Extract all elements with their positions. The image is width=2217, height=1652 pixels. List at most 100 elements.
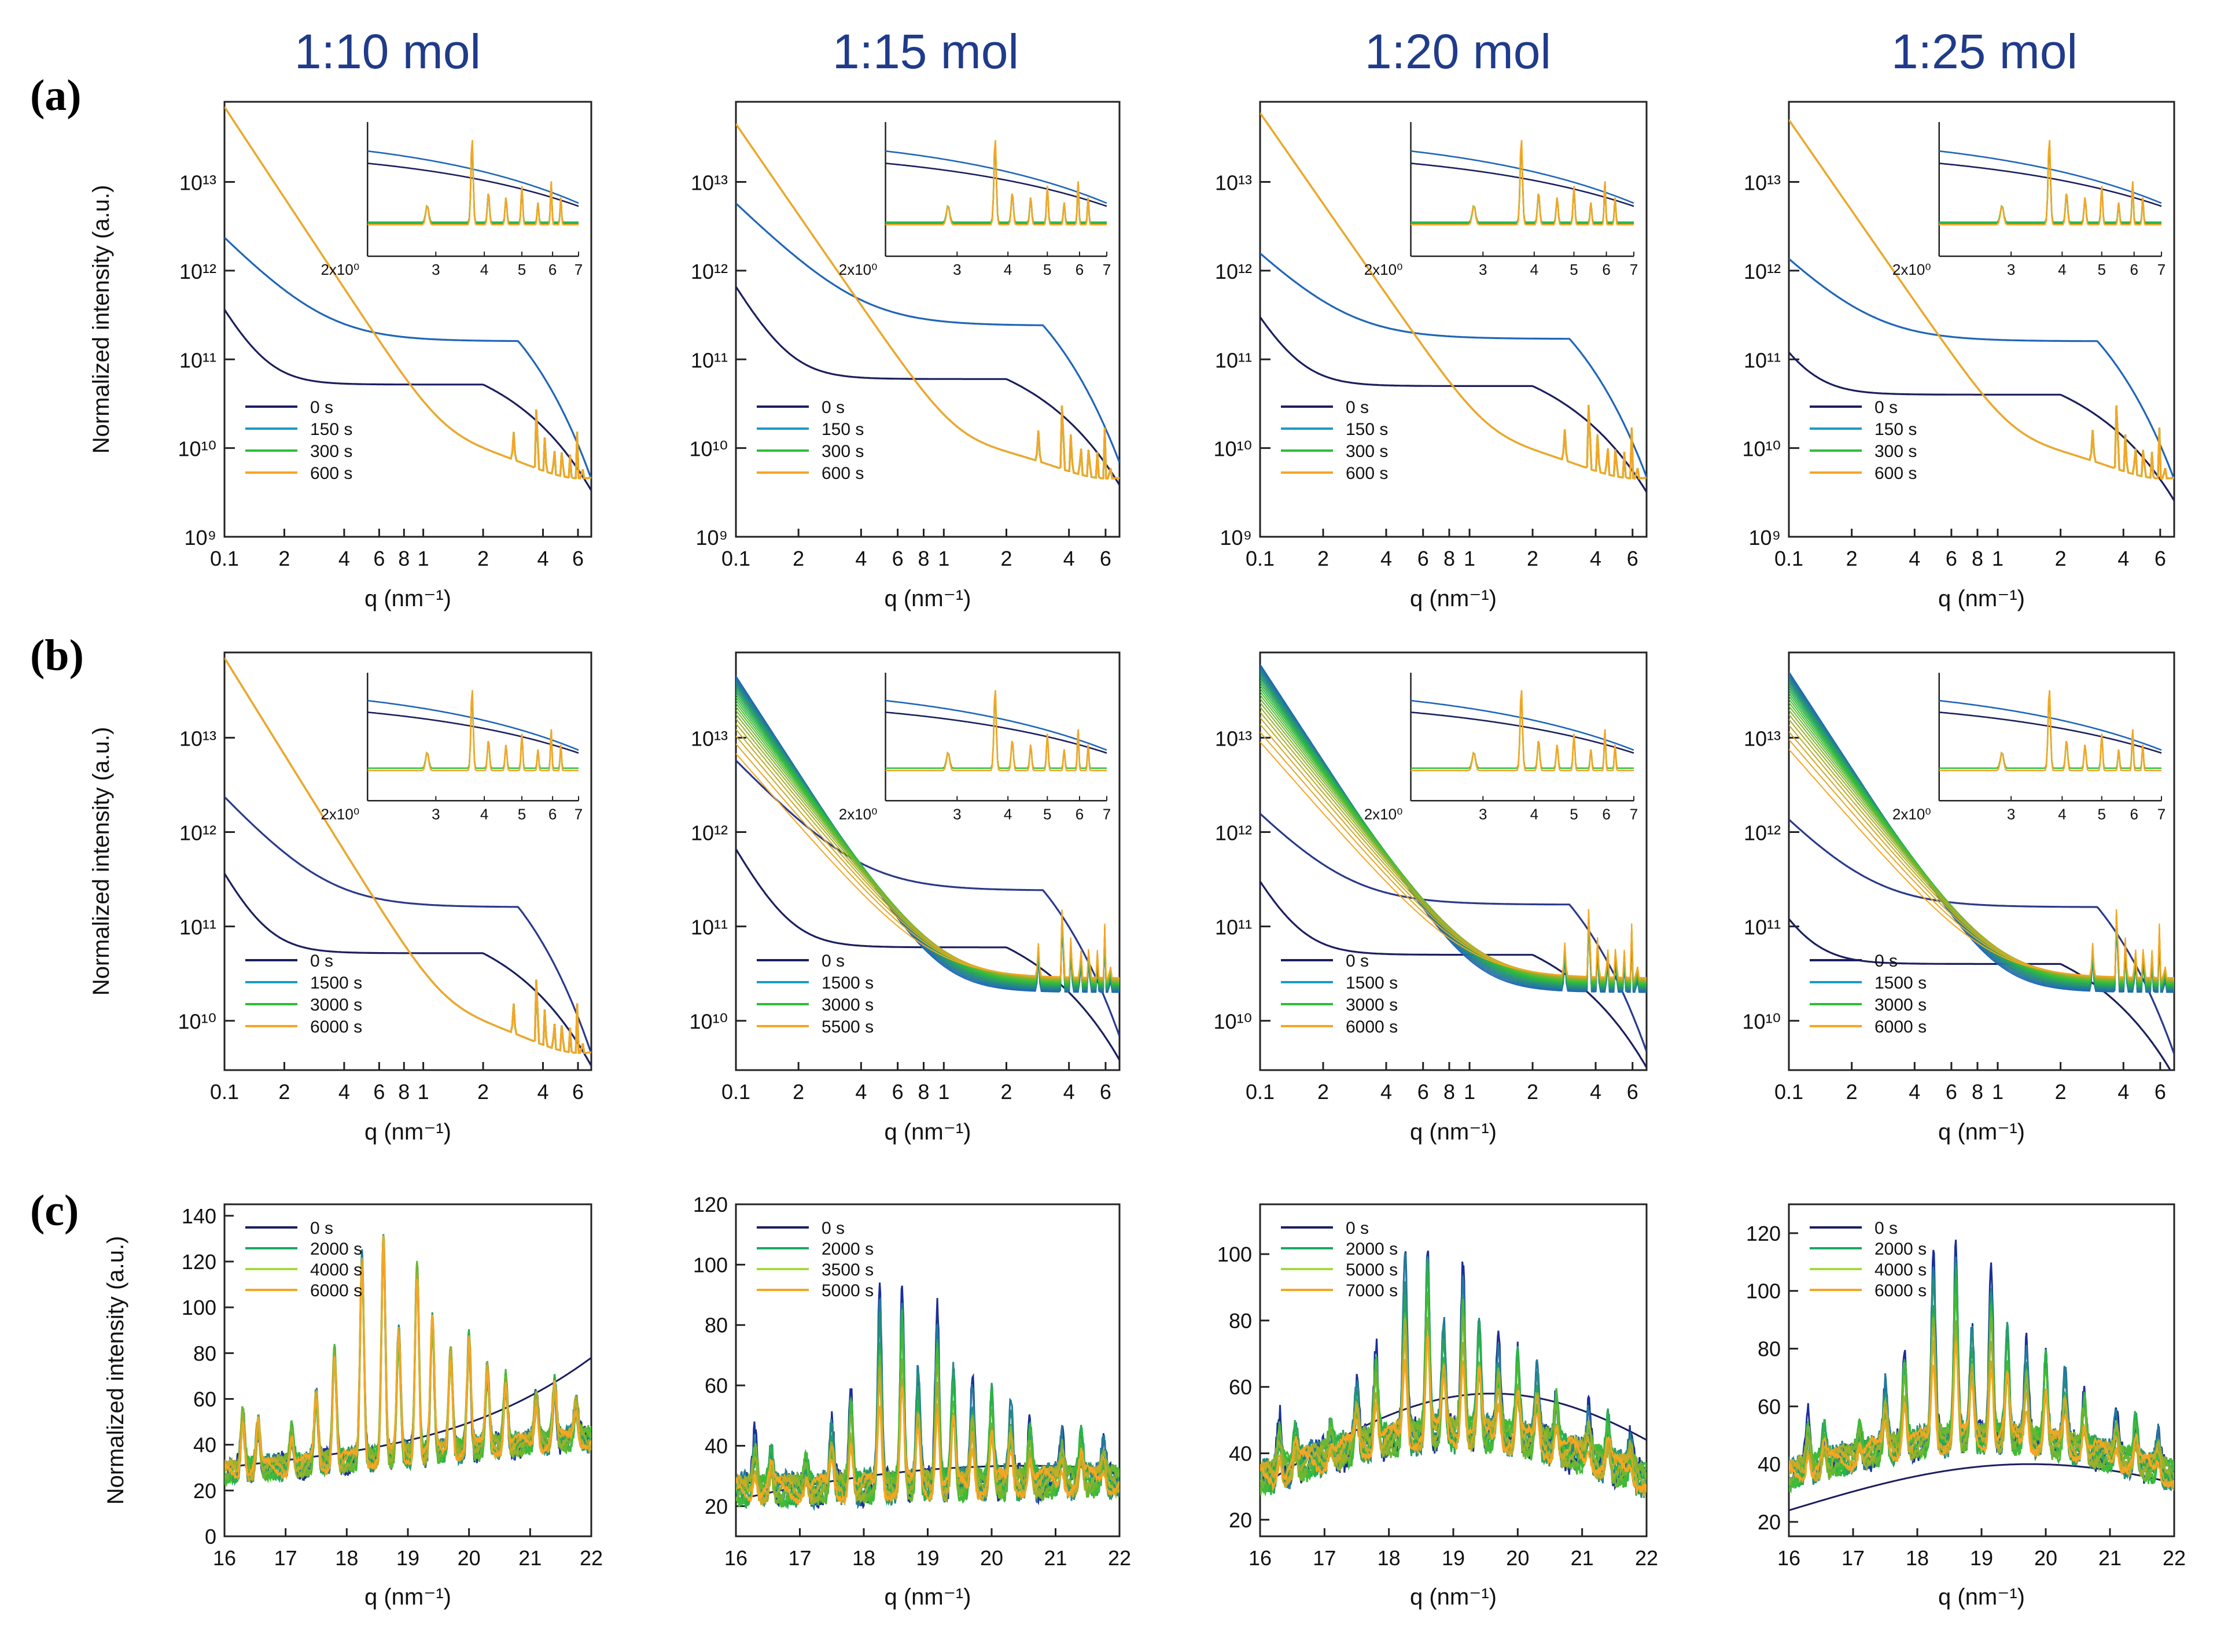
- x-axis-label: q (nm⁻¹): [885, 586, 971, 611]
- y-tick-label: 10¹²: [179, 821, 216, 845]
- inset-x-tick-label: 6: [2130, 261, 2138, 278]
- inset-x-tick-label: 5: [2098, 805, 2106, 823]
- x-tick-label: 8: [398, 547, 410, 570]
- legend-label: 3000 s: [1346, 995, 1398, 1015]
- legend-label: 300 s: [1346, 442, 1388, 461]
- series-group: [224, 657, 591, 1067]
- series-group: [1789, 671, 2174, 1070]
- legend-label: 6000 s: [1874, 1017, 1927, 1037]
- x-tick-label: 6: [1417, 1080, 1429, 1104]
- series-group: [1260, 663, 1647, 1068]
- x-tick-label: 6: [373, 547, 385, 570]
- y-axis-label: Normalized intensity (a.u.): [89, 185, 114, 454]
- y-tick-label: 10¹³: [1744, 171, 1781, 195]
- column-title: 1:10 mol: [294, 24, 481, 79]
- x-tick-label: 0.1: [210, 1080, 239, 1104]
- y-tick-label: 10¹¹: [691, 348, 728, 372]
- inset-series-line: [367, 140, 579, 226]
- x-tick-label: 8: [398, 1080, 410, 1104]
- legend-label: 5000 s: [1346, 1260, 1398, 1279]
- x-tick-label: 6: [2155, 547, 2166, 570]
- inset-plot: 2x10⁰ 3 4 5 6 7: [1364, 122, 1638, 278]
- inset-plot: 2x10⁰ 3 4 5 6 7: [1892, 122, 2166, 278]
- series-line: [736, 202, 1119, 463]
- x-tick-label: 20: [1506, 1546, 1529, 1570]
- legend-label: 4000 s: [310, 1260, 362, 1279]
- legend-label: 0 s: [822, 1219, 845, 1238]
- x-tick-label: 1: [1992, 1080, 2004, 1104]
- inset-x-tick-label: 3: [432, 261, 440, 278]
- series-line: [1260, 1317, 1647, 1492]
- legend-label: 0 s: [310, 398, 333, 417]
- series-line: [1789, 352, 2174, 502]
- x-tick-label: 19: [1442, 1546, 1465, 1570]
- legend-label: 150 s: [1346, 420, 1388, 439]
- y-axis-label: Normalized intensity (a.u.): [103, 1236, 128, 1505]
- y-tick-label: 100: [1217, 1242, 1252, 1266]
- x-tick-label: 4: [2117, 1080, 2129, 1104]
- series-line: [224, 873, 591, 1067]
- y-tick-label: 10¹³: [179, 727, 216, 750]
- inset-plot: 2x10⁰ 3 4 5 6 7: [321, 122, 583, 278]
- x-tick-label: 18: [852, 1546, 875, 1570]
- y-tick-label: 100: [182, 1296, 216, 1319]
- x-tick-label: 4: [1380, 1080, 1392, 1104]
- y-tick-label: 10¹¹: [1744, 348, 1781, 372]
- series-line: [1260, 680, 1647, 987]
- y-tick-label: 60: [1229, 1376, 1252, 1399]
- series-line: [1260, 112, 1647, 480]
- inset-x-tick-label: 7: [2157, 805, 2166, 823]
- y-tick-label: 120: [693, 1193, 728, 1216]
- inset-x-tick-label: 7: [574, 261, 583, 278]
- x-tick-label: 4: [537, 1080, 548, 1104]
- x-tick-label: 6: [1627, 547, 1638, 570]
- x-tick-label: 4: [2117, 547, 2129, 570]
- legend-label: 5000 s: [822, 1281, 874, 1300]
- x-tick-label: 22: [1635, 1546, 1658, 1570]
- x-tick-label: 1: [418, 1080, 429, 1104]
- series-line: [1789, 748, 2174, 979]
- x-axis-label: q (nm⁻¹): [364, 1119, 451, 1145]
- series-line: [1260, 711, 1647, 981]
- y-tick-label: 100: [693, 1253, 728, 1277]
- series-line: [736, 1379, 1119, 1506]
- legend-label: 0 s: [1874, 398, 1898, 417]
- inset-x-tick-label: 5: [1570, 805, 1578, 823]
- x-tick-label: 1: [938, 1080, 949, 1104]
- series-line: [736, 1386, 1119, 1506]
- x-tick-label: 4: [1590, 547, 1601, 570]
- inset-series-line: [885, 163, 1107, 207]
- legend-label: 3000 s: [1874, 995, 1927, 1015]
- x-tick-label: 1: [1992, 547, 2004, 570]
- y-tick-label: 10¹¹: [1744, 916, 1781, 939]
- legend-label: 3000 s: [310, 995, 362, 1015]
- series-line: [224, 1236, 591, 1480]
- x-tick-label: 2: [1317, 547, 1329, 570]
- inset-x-tick-label: 3: [2007, 805, 2015, 823]
- series-group: [1789, 119, 2174, 502]
- x-tick-label: 4: [338, 547, 350, 570]
- x-tick-label: 22: [1108, 1546, 1131, 1570]
- x-tick-label: 16: [213, 1546, 236, 1570]
- inset-x-tick-label: 6: [1076, 261, 1084, 278]
- inset-x-tick-label: 5: [518, 805, 526, 823]
- inset-plot: 2x10⁰ 3 4 5 6 7: [839, 673, 1111, 823]
- legend-label: 0 s: [1346, 952, 1369, 971]
- inset-series-line: [1939, 163, 2162, 207]
- legend-label: 150 s: [310, 420, 352, 439]
- series-line: [224, 106, 591, 480]
- plot-frame: [1259, 101, 1648, 538]
- series-line: [1260, 316, 1647, 493]
- y-tick-label: 10¹¹: [1215, 348, 1252, 372]
- y-tick-label: 100: [1746, 1279, 1781, 1303]
- legend-label: 0 s: [310, 1219, 333, 1238]
- x-tick-label: 4: [537, 547, 548, 570]
- inset-series-line: [367, 699, 579, 751]
- y-tick-label: 20: [1229, 1508, 1252, 1532]
- inset-series-line: [367, 690, 579, 772]
- series-line: [1789, 818, 2174, 1054]
- legend-label: 0 s: [1874, 1219, 1898, 1238]
- x-tick-label: 2: [1846, 547, 1858, 570]
- x-tick-label: 0.1: [210, 547, 239, 570]
- y-tick-label: 10⁹: [185, 526, 216, 550]
